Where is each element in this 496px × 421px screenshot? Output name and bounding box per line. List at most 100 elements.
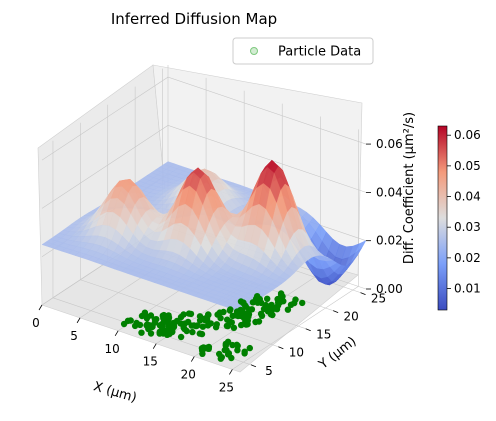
particle-point [252,318,259,326]
particle-point [274,295,281,303]
particle-point [205,343,213,351]
particle-point [216,350,223,358]
z-tick-label: 0.00 [376,282,403,296]
particle-point [280,298,287,305]
colorbar: 0.01 0.02 0.03 0.04 0.05 0.06 [437,125,481,311]
legend: Particle Data [232,37,374,65]
particle-point [199,323,207,330]
y-tick-label: 10 [289,346,304,360]
y-tick-mark [250,364,257,368]
particle-point [143,322,150,329]
particle-point [292,296,299,303]
z-tick-label: 0.04 [376,185,403,199]
particle-point [196,313,204,320]
x-tick-label: 15 [143,355,158,369]
colorbar-tick-label: 0.04 [454,190,481,204]
z-axis-ticks: 0.00 0.02 0.04 0.06 [366,137,403,296]
grid-line-x [232,286,359,370]
particle-point [229,341,236,349]
x-tick-mark [76,317,81,324]
particle-point [220,308,227,316]
x-tick-mark [152,343,157,349]
particle-point [199,347,206,354]
particle-point [147,330,155,337]
particle-scatter [120,290,306,362]
particle-point [245,311,253,318]
particle-point [287,301,295,308]
particle-point [230,324,238,331]
particle-point [181,325,188,333]
y-tick-mark [360,292,366,295]
grid-line-x [194,273,321,357]
colorbar-tick-label: 0.02 [454,251,481,265]
x-tick-mark [38,304,43,311]
legend-box [232,37,374,65]
particle-point [253,296,260,304]
particle-point [160,318,168,325]
particle-point [217,314,224,322]
particle-point [165,314,173,321]
z-tick-label: 0.02 [376,234,403,248]
particle-point [241,350,248,357]
x-tick-mark [190,356,195,362]
x-tick-label: 25 [219,380,234,394]
particle-point [274,302,282,309]
colorbar-ticks: 0.01 0.02 0.03 0.04 0.05 0.06 [447,128,481,296]
particle-point [149,323,156,330]
particle-point [213,321,220,328]
particle-point [156,330,163,337]
x-tick-label: 10 [105,342,120,356]
particle-point [246,344,253,352]
x-tick-mark [229,369,233,375]
particle-point [160,311,168,319]
x-tick-label: 5 [70,329,78,343]
particle-point [299,299,306,307]
particle-point [192,322,200,330]
particle-point [168,322,175,329]
particle-point [234,347,241,354]
particle-point [222,342,229,349]
particle-point [248,306,256,313]
particle-point [225,350,233,357]
x-tick-label: 0 [32,316,40,330]
z-axis-label: Diff. Coefficient (μm²/s) [402,112,417,264]
particle-point [258,299,265,307]
particle-point [196,330,203,337]
y-tick-label: 5 [265,364,273,378]
colorbar-tick-label: 0.03 [454,220,481,234]
legend-label: Particle Data [278,45,361,60]
particle-point [133,319,140,327]
particle-point [153,316,160,323]
particle-point [269,306,276,313]
grid-line-z [41,125,367,209]
particle-point [187,310,195,318]
y-tick-label: 15 [316,328,331,342]
z-tick-label: 0.06 [376,137,403,151]
particle-point [207,320,214,327]
particle-point [189,328,196,336]
particle-point [227,306,234,313]
y-tick-mark [305,328,311,332]
chart-title: Inferred Diffusion Map [111,10,277,28]
particle-point [239,307,246,315]
grid-line-y [80,279,279,348]
legend-marker [250,47,258,55]
particle-point [260,305,268,313]
y-tick-label: 25 [371,292,386,306]
y-tick-label: 20 [343,310,358,324]
particle-point [226,318,234,325]
particle-point [239,299,247,307]
particle-point [241,319,249,327]
x-tick-mark [114,330,119,336]
particle-point [177,313,185,321]
particle-point [177,320,184,327]
colorbar-tick-label: 0.06 [454,128,481,142]
particle-point [120,320,128,328]
colorbar-gradient [437,125,448,311]
particle-point [202,315,209,322]
particle-point [284,306,292,313]
particle-point [143,313,150,320]
particle-point [138,312,146,320]
particle-point [264,295,271,302]
